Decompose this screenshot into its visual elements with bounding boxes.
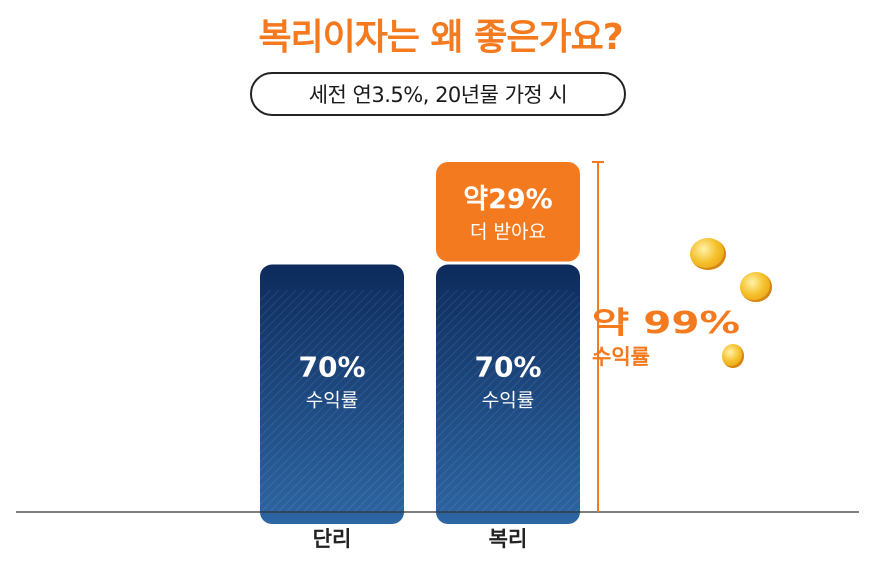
bar-sub-label: 수익률 — [482, 389, 534, 411]
page-title: 복리이자는 왜 좋은가요? — [258, 17, 623, 58]
bar-hatch-1 — [436, 290, 580, 512]
bonus-sub-label: 더 받아요 — [470, 221, 546, 243]
bar-value-label: 70% — [298, 350, 365, 383]
total-sub-label: 수익률 — [592, 345, 650, 369]
bar-value-label: 70% — [474, 350, 541, 383]
bar-hatch-0 — [260, 290, 404, 512]
x-tick-label: 복리 — [489, 527, 528, 551]
assumption-badge: 세전 연3.5%, 20년물 가정 시 — [250, 72, 626, 116]
coin-icon — [690, 238, 726, 270]
total-value-label: 약 99% — [592, 306, 740, 341]
coin-icon — [722, 344, 744, 368]
coin-icon — [740, 272, 772, 302]
bonus-value-label: 약29% — [463, 184, 552, 215]
bar-bonus-1 — [436, 162, 580, 262]
x-tick-label: 단리 — [313, 527, 352, 551]
bar-sub-label: 수익률 — [306, 389, 358, 411]
